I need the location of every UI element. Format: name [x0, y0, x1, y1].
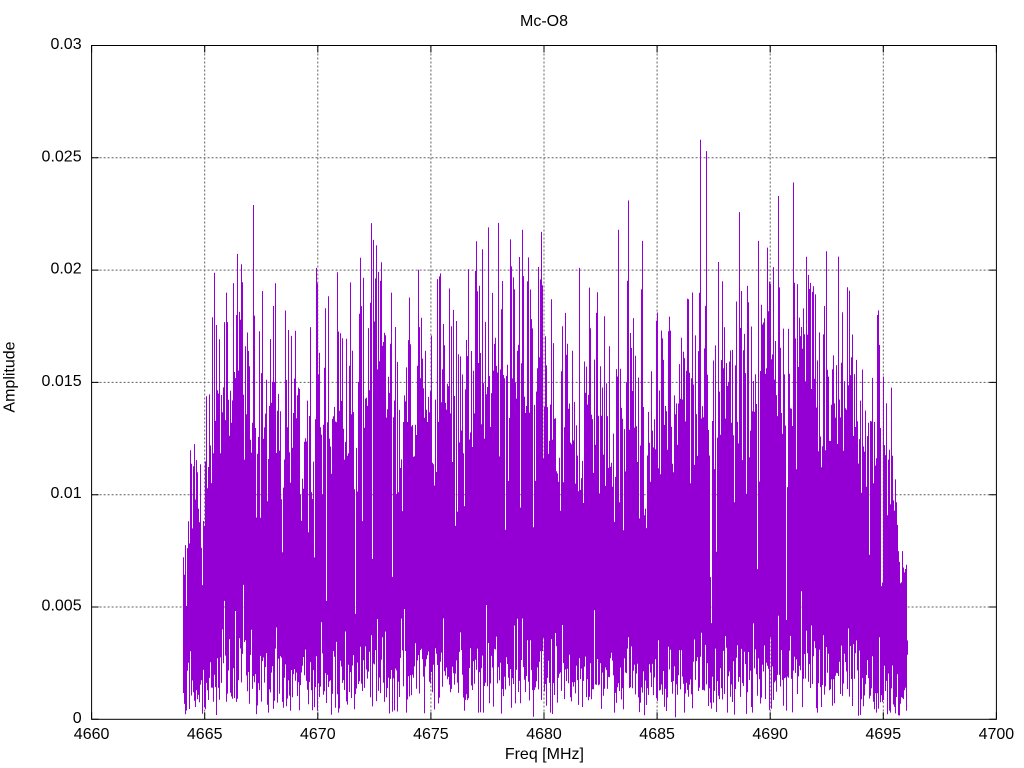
- svg-text:0.025: 0.025: [42, 148, 82, 165]
- svg-text:4690: 4690: [752, 726, 788, 743]
- svg-text:4680: 4680: [526, 726, 562, 743]
- svg-text:0: 0: [73, 710, 82, 727]
- svg-text:4685: 4685: [639, 726, 675, 743]
- svg-text:0.03: 0.03: [50, 36, 81, 53]
- svg-text:4695: 4695: [866, 726, 902, 743]
- svg-text:4660: 4660: [74, 726, 110, 743]
- svg-text:Amplitude: Amplitude: [2, 341, 19, 412]
- svg-text:Freq [MHz]: Freq [MHz]: [505, 746, 584, 763]
- svg-text:0.005: 0.005: [42, 598, 82, 615]
- svg-text:4675: 4675: [413, 726, 449, 743]
- svg-text:0.01: 0.01: [50, 485, 81, 502]
- svg-text:4700: 4700: [979, 726, 1015, 743]
- svg-text:Mc-O8: Mc-O8: [520, 13, 568, 30]
- svg-text:4665: 4665: [187, 726, 223, 743]
- svg-text:0.02: 0.02: [50, 261, 81, 278]
- svg-text:4670: 4670: [300, 726, 336, 743]
- svg-text:0.015: 0.015: [42, 373, 82, 390]
